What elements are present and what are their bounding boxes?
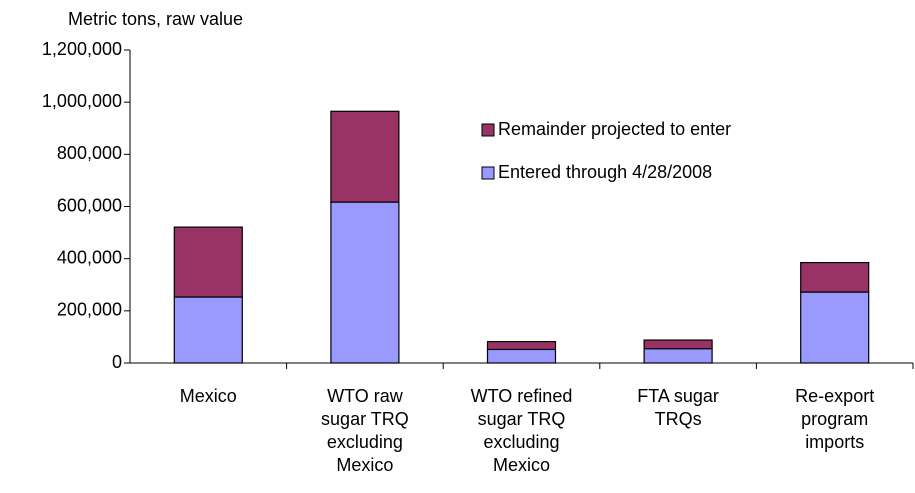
y-axis-label: Metric tons, raw value [68, 9, 243, 29]
bar-segment [643, 339, 713, 350]
x-tick-label: WTO refined sugar TRQ excluding Mexico [471, 386, 573, 475]
bar-segment [643, 348, 713, 364]
x-tick-label: Mexico [180, 386, 237, 406]
bar-segment [330, 201, 400, 364]
legend-swatch [481, 166, 495, 180]
bar-segment [173, 226, 243, 298]
bar-segment [486, 348, 557, 364]
bar-segment [173, 296, 243, 364]
y-tick-label: 400,000 [57, 247, 122, 267]
x-tick-label: FTA sugar TRQs [637, 386, 719, 429]
y-tick-label: 0 [112, 352, 122, 372]
y-tick-label: 1,000,000 [42, 91, 122, 111]
y-tick-label: 1,200,000 [42, 39, 122, 59]
legend-swatch [481, 123, 495, 137]
legend-label: Remainder projected to enter [498, 119, 731, 139]
bar-segment [486, 341, 557, 351]
legend-label: Entered through 4/28/2008 [498, 162, 712, 182]
x-tick-label: Re-export program imports [795, 386, 874, 452]
y-tick-label: 600,000 [57, 195, 122, 215]
bar-segment [800, 261, 870, 293]
x-tick-label: WTO raw sugar TRQ excluding Mexico [321, 386, 409, 475]
bar-segment [330, 110, 400, 203]
y-tick-label: 200,000 [57, 300, 122, 320]
bar-segment [800, 291, 870, 364]
y-tick-label: 800,000 [57, 143, 122, 163]
